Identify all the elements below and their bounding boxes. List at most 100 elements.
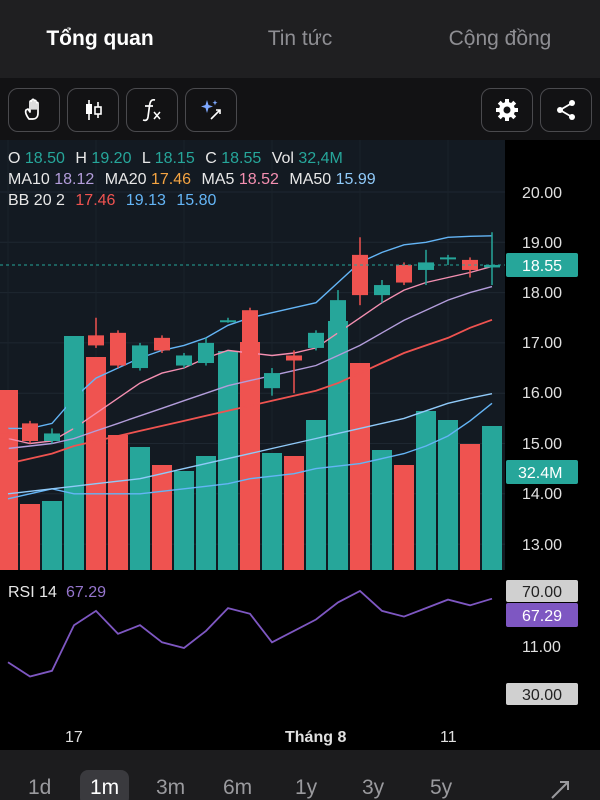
function-icon — [142, 98, 161, 122]
candle-body — [352, 254, 368, 296]
candle — [242, 307, 258, 379]
candle-body — [330, 300, 346, 333]
time-tick: 17 — [65, 729, 83, 746]
price-badge: 18.55 — [506, 253, 578, 277]
period-1d[interactable]: 1d — [28, 776, 52, 799]
bb-lower-value: 15.80 — [176, 192, 217, 209]
volume-bar — [152, 465, 172, 570]
open-label: O — [8, 150, 21, 167]
price-tick: 14.00 — [522, 486, 562, 503]
share-button[interactable] — [540, 88, 592, 132]
candle-body — [242, 310, 258, 379]
ma20-label: MA20 — [104, 171, 147, 188]
bb-mid-line — [7, 318, 493, 465]
candle-body — [484, 264, 500, 268]
tab-overview[interactable]: Tổng quan — [46, 27, 154, 50]
volume-bar — [86, 357, 106, 570]
candle-body — [44, 433, 60, 441]
volume-bar — [460, 444, 480, 570]
period-1m[interactable]: 1m — [80, 770, 130, 800]
high-label: H — [75, 150, 87, 167]
ma-row: MA10 18.12 MA20 17.46 MA5 18.52 MA50 15.… — [8, 169, 382, 190]
candle-body — [418, 262, 434, 270]
hand-icon — [24, 98, 39, 120]
candle-body — [396, 264, 412, 283]
ma50-line — [7, 393, 493, 495]
volume-bar — [130, 447, 150, 570]
candle — [154, 335, 170, 353]
period-1y[interactable]: 1y — [295, 776, 318, 799]
tab-news[interactable]: Tin tức — [267, 27, 333, 50]
share-icon — [557, 100, 575, 120]
volume-value: 32,4M — [298, 150, 343, 167]
price-axis: 20.00 19.00 18.00 17.00 16.00 15.00 14.0… — [522, 185, 562, 656]
volume-bar — [306, 420, 326, 570]
candle-body — [132, 345, 148, 369]
price-tick: 18.00 — [522, 285, 562, 302]
svg-text:RSI 14: RSI 14 — [8, 584, 57, 601]
candle — [374, 280, 390, 303]
price-chart[interactable]: 20.00 19.00 18.00 17.00 16.00 15.00 14.0… — [0, 140, 600, 750]
rsi-legend: RSI 14 67.29 — [8, 584, 106, 601]
rsi-lower-label: 30.00 — [522, 687, 562, 704]
candle-body — [66, 373, 82, 429]
volume-bar — [218, 351, 238, 570]
price-tick: 13.00 — [522, 537, 562, 554]
period-5y[interactable]: 5y — [430, 776, 453, 799]
top-tabs: Tổng quan Tin tức Cộng đồng — [0, 0, 600, 78]
volume-bar — [262, 453, 282, 570]
period-6m[interactable]: 6m — [223, 776, 253, 799]
candle-body — [264, 373, 280, 389]
svg-text:32.4M: 32.4M — [518, 465, 562, 482]
volume-bar — [438, 420, 458, 570]
candle — [264, 368, 280, 396]
tab-community[interactable]: Cộng đồng — [448, 27, 552, 50]
candle-body — [374, 285, 390, 296]
chart-canvas[interactable]: 20.00 19.00 18.00 17.00 16.00 15.00 14.0… — [0, 140, 600, 750]
volume-badge: 32.4M — [506, 460, 578, 484]
candle — [440, 254, 456, 265]
chart-type-button[interactable] — [67, 88, 119, 132]
candle — [132, 342, 148, 371]
ai-drawing-button[interactable] — [185, 88, 237, 132]
volume-bar — [20, 504, 40, 570]
chart-legend: O 18.50 H 19.20 L 18.15 C 18.55 Vol 32,4… — [8, 148, 382, 211]
volume-bar — [372, 450, 392, 570]
bb-label: BB 20 2 — [8, 192, 65, 209]
period-3m[interactable]: 3m — [156, 776, 186, 799]
ma50-value: 15.99 — [335, 171, 376, 188]
ma10-value: 18.12 — [54, 171, 95, 188]
volume-bar — [108, 435, 128, 570]
volume-bar — [328, 321, 348, 570]
candle — [198, 337, 214, 366]
volume-bar — [416, 411, 436, 570]
candle-body — [198, 342, 214, 364]
svg-text:67.29: 67.29 — [66, 584, 106, 601]
candle — [396, 262, 412, 286]
settings-button[interactable] — [481, 88, 533, 132]
candle — [286, 350, 302, 394]
indicators-button[interactable] — [126, 88, 178, 132]
time-tick: 11 — [440, 729, 457, 746]
svg-text:18.55: 18.55 — [522, 258, 562, 275]
volume-bar — [394, 465, 414, 570]
period-3y[interactable]: 3y — [362, 776, 385, 799]
candle-body — [308, 332, 324, 348]
sparkle-icon — [201, 100, 221, 120]
bb-upper-value: 19.13 — [125, 192, 166, 209]
expand-icon[interactable] — [548, 778, 574, 800]
price-tick: 20.00 — [522, 185, 562, 202]
ma20-value: 17.46 — [151, 171, 192, 188]
volume-bar — [240, 342, 260, 570]
hand-tool-button[interactable] — [8, 88, 60, 132]
candle-body — [88, 335, 104, 346]
rsi-upper-label: 70.00 — [522, 584, 562, 601]
bb-mid-value: 17.46 — [75, 192, 116, 209]
time-tick: Tháng 8 — [285, 729, 346, 746]
ma5-label: MA5 — [201, 171, 235, 188]
candle-body — [110, 332, 126, 366]
open-value: 18.50 — [24, 150, 65, 167]
close-label: C — [205, 150, 217, 167]
volume-bar — [42, 501, 62, 570]
candle — [220, 317, 236, 323]
